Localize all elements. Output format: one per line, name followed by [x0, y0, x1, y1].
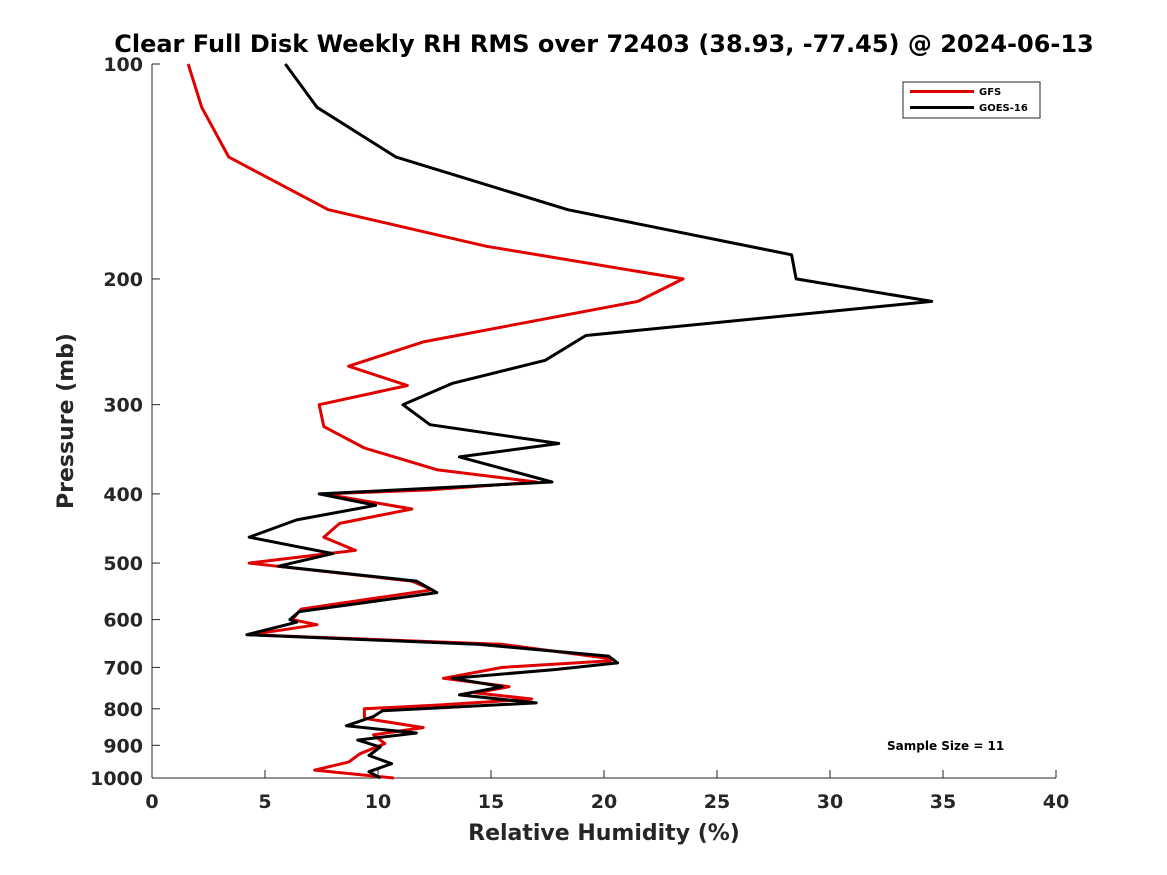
- y-axis-label: Pressure (mb): [54, 333, 79, 509]
- x-tick-label: 25: [704, 791, 730, 813]
- y-tick-label: 1000: [90, 768, 143, 790]
- x-tick-label: 10: [365, 791, 391, 813]
- y-tick-label: 100: [103, 54, 143, 76]
- y-tick-label: 800: [103, 699, 143, 721]
- y-tick-label: 900: [103, 735, 143, 757]
- series-line-goes-16: [245, 63, 934, 780]
- x-tick-label: 0: [145, 791, 158, 813]
- y-tick-label: 700: [103, 657, 143, 679]
- y-tick-label: 500: [103, 553, 143, 575]
- y-tick-label: 400: [103, 484, 143, 506]
- chart-title: Clear Full Disk Weekly RH RMS over 72403…: [114, 30, 1094, 58]
- y-tick-label: 600: [103, 610, 143, 632]
- legend: GFS GOES-16: [902, 81, 1041, 119]
- x-tick-label: 40: [1043, 791, 1069, 813]
- legend-box: [902, 81, 1041, 119]
- y-tick-label: 300: [103, 395, 143, 417]
- series-lines: [186, 63, 934, 780]
- x-tick-label: 30: [817, 791, 843, 813]
- x-axis-ticks: 0 5 10 15 20 25 30 35 40: [145, 770, 1069, 813]
- x-tick-label: 15: [478, 791, 504, 813]
- sample-size-annotation: Sample Size = 11: [887, 739, 1004, 753]
- y-tick-label: 200: [103, 269, 143, 291]
- plot-area: 0 5 10 15 20 25 30 35 40 100 200 300 400 500 600 700 80…: [90, 54, 1069, 813]
- y-axis-ticks: 100 200 300 400 500 600 700 800 900 1000: [90, 54, 160, 790]
- legend-label-goes-16: GOES-16: [979, 103, 1028, 114]
- x-tick-label: 35: [930, 791, 956, 813]
- x-tick-label: 5: [258, 791, 271, 813]
- x-tick-label: 20: [591, 791, 617, 813]
- legend-label-gfs: GFS: [979, 87, 1001, 98]
- x-axis-label: Relative Humidity (%): [468, 821, 740, 846]
